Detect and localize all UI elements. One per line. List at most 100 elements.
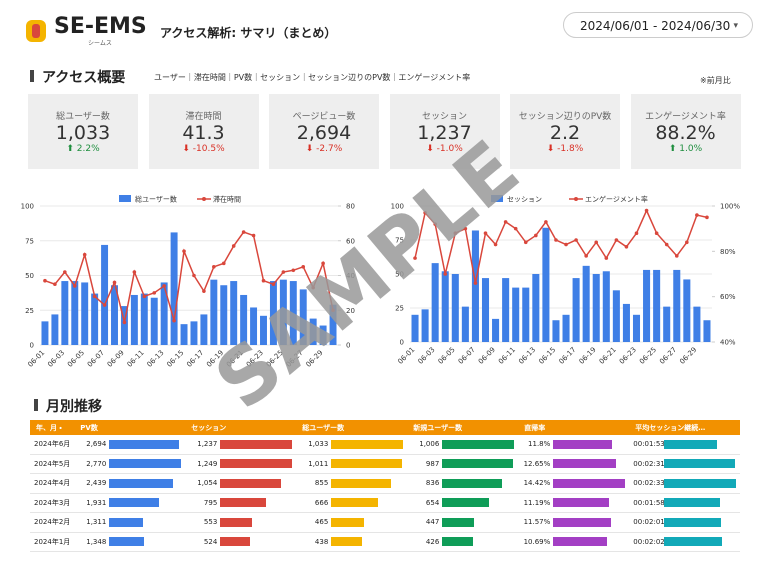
column-header[interactable]: PV数 <box>74 420 186 435</box>
trend-arrow: ⬆ <box>66 144 77 154</box>
line-point <box>112 280 117 285</box>
cell-bar <box>109 478 173 488</box>
column-header[interactable]: 新規ユーザー数 <box>407 420 519 435</box>
x-tick-label: 06-13 <box>517 346 537 366</box>
column-header[interactable]: 年、月 ・ <box>30 420 75 435</box>
line-point <box>221 261 226 266</box>
bar <box>622 303 630 342</box>
cell-bar <box>331 439 404 449</box>
table-cell: 2024年6月 <box>30 435 75 455</box>
kpi-label: エンゲージメント率 <box>645 112 726 122</box>
cell-bar <box>442 478 503 488</box>
line-point <box>281 270 286 274</box>
bar <box>522 287 530 342</box>
cell-text: 2024年2月 <box>34 518 71 527</box>
date-picker[interactable]: 2024/06/01 - 2024/06/30 <box>563 12 753 39</box>
table-cell: 2,694 <box>74 435 186 455</box>
cell-value: 1,011 <box>308 459 329 468</box>
line-point <box>705 215 709 220</box>
table-cell: 426 <box>407 532 519 552</box>
cell-value: 2,770 <box>86 459 107 468</box>
cell-bar <box>442 537 473 547</box>
cell: 1,054 <box>189 478 292 488</box>
table-cell: 1,006 <box>407 435 519 455</box>
cell: 836 <box>411 478 514 488</box>
bar <box>71 281 79 345</box>
line-point <box>624 245 629 249</box>
table-cell: 1,033 <box>296 435 408 455</box>
y-tick-label: 25 <box>395 305 404 313</box>
section-title: アクセス概要 <box>30 67 125 87</box>
x-tick-label: 06-03 <box>46 349 66 369</box>
kpi-card: エンゲージメント率 88.2% ⬆ 1.0% <box>630 94 741 169</box>
column-header[interactable]: 総ユーザー数 <box>296 420 408 435</box>
table-cell: 855 <box>296 473 408 494</box>
bar <box>81 282 89 345</box>
bar <box>471 230 479 342</box>
bar <box>502 278 510 342</box>
column-header[interactable]: 直帰率 <box>518 420 630 435</box>
table-body: 2024年6月 2,694 1,237 1,033 1,006 11.8% 00:01:53… <box>30 435 741 552</box>
nav-links[interactable]: ユーザー｜滞在時間｜PV数｜セッション｜セッション辺りのPV数｜エンゲージメント… <box>154 73 471 82</box>
line-point <box>413 256 417 260</box>
cell-value: 1,033 <box>308 440 329 449</box>
y-tick-label: 75 <box>395 237 404 245</box>
cell-bar <box>220 459 293 469</box>
table-row: 2024年6月 2,694 1,237 1,033 1,006 11.8% 00:01:53 <box>30 435 741 455</box>
x-tick-label: 06-01 <box>26 349 46 369</box>
table-cell: 553 <box>185 512 297 533</box>
line-point <box>82 252 87 257</box>
line-point <box>63 270 67 274</box>
bar <box>542 227 550 342</box>
table-cell: 666 <box>296 493 408 513</box>
line-point <box>443 272 448 276</box>
kpi-change-value: -1.0% <box>436 144 463 154</box>
cell: 11.8% <box>522 439 625 449</box>
table-row: 2024年3月 1,931 795 666 654 11.19% 00:01:58 <box>30 493 741 513</box>
cell: 1,311 <box>78 517 181 527</box>
column-header[interactable]: セッション <box>185 420 297 435</box>
logo-sub: シームス <box>88 40 112 47</box>
line-point <box>463 226 468 231</box>
bar <box>269 281 277 345</box>
line-point <box>534 233 538 238</box>
table-cell: 1,931 <box>74 493 186 513</box>
bar <box>663 306 671 342</box>
table-cell: 1,348 <box>74 532 186 552</box>
cell: 1,011 <box>300 459 403 469</box>
cell: 1,931 <box>78 498 181 508</box>
cell-value: 00:01:58 <box>633 498 665 507</box>
bar <box>693 306 701 342</box>
bar <box>592 274 600 342</box>
table-cell: 1,249 <box>185 454 297 474</box>
bar <box>572 278 580 342</box>
bar <box>481 278 490 342</box>
cell-value: 00:02:33 <box>633 479 665 488</box>
x-tick-label: 06-11 <box>497 346 517 366</box>
bar <box>41 321 49 345</box>
line-point <box>301 265 306 269</box>
column-header[interactable]: 平均セッション継続… <box>629 420 741 435</box>
table-cell: 00:02:33 <box>629 473 741 494</box>
kpi-card: ページビュー数 2,694 ⬇ -2.7% <box>269 94 379 169</box>
line-point <box>674 254 679 258</box>
cell: 2,439 <box>78 478 181 488</box>
bar <box>602 271 610 342</box>
cell-text: 2024年6月 <box>34 440 71 449</box>
cell: 14.42% <box>522 478 626 488</box>
logo-icon <box>26 20 46 42</box>
line-point <box>554 238 558 242</box>
line-point <box>192 273 196 278</box>
line-point <box>685 240 689 245</box>
kpi-change: ⬇ -1.0% <box>390 144 500 154</box>
table-cell: 2024年2月 <box>30 512 75 533</box>
line-point <box>231 244 236 248</box>
cell: 12.65% <box>522 459 625 469</box>
line-point <box>182 249 186 253</box>
x-tick-label: 06-01 <box>396 346 416 366</box>
y-tick-label: 25 <box>25 307 34 315</box>
kpi-change: ⬇ -10.5% <box>149 144 259 154</box>
cell: 795 <box>189 498 292 508</box>
bar <box>240 294 248 345</box>
